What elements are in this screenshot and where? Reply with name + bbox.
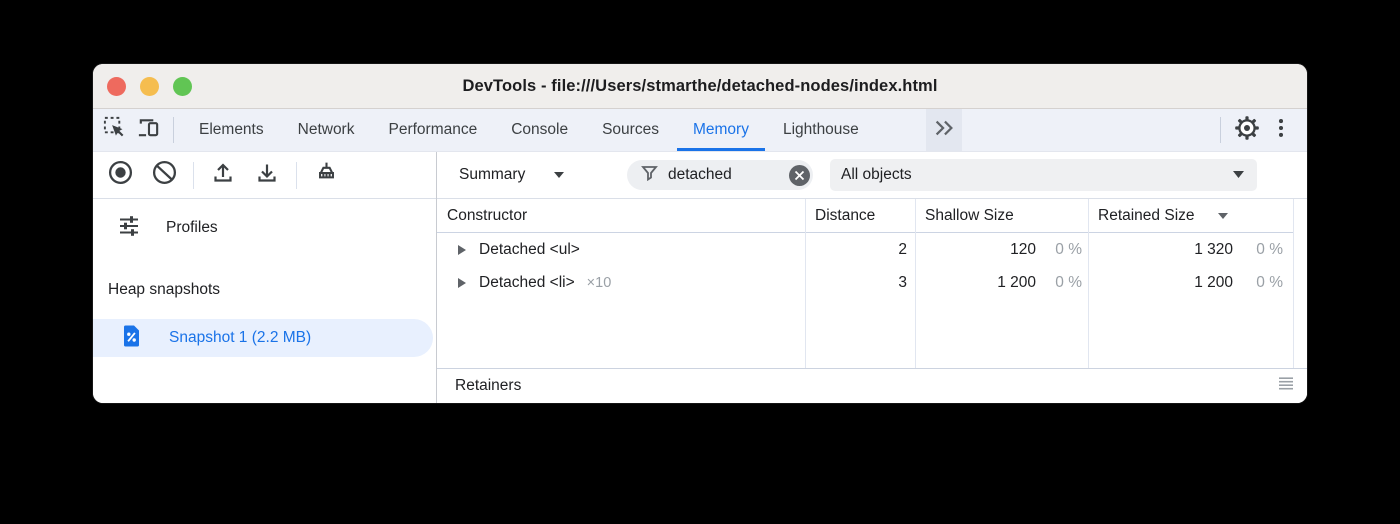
title-bar: DevTools - file:///Users/stmarthe/detach…	[93, 64, 1307, 109]
retained-size-percent: 0 %	[1256, 273, 1283, 291]
column-resizer[interactable]	[1088, 199, 1089, 368]
window-title: DevTools - file:///Users/stmarthe/detach…	[462, 76, 938, 95]
distance-value: 3	[898, 273, 907, 291]
toolbar-divider	[173, 117, 174, 143]
grid-header-row: Constructor Distance Shallow Size Retain…	[437, 199, 1293, 233]
tab-lighthouse[interactable]: Lighthouse	[782, 121, 859, 138]
tune-sliders-icon	[118, 215, 140, 242]
devtools-menu-button[interactable]	[1265, 109, 1297, 151]
heap-snapshots-section-title: Heap snapshots	[108, 281, 221, 298]
constructor-name: Detached <li>	[479, 273, 575, 291]
devtools-window: DevTools - file:///Users/stmarthe/detach…	[93, 64, 1307, 403]
tab-network[interactable]: Network	[297, 121, 355, 138]
perspective-select[interactable]: Summary	[459, 152, 565, 198]
traffic-lights	[107, 77, 192, 96]
tabbar-spacer	[962, 109, 1212, 151]
close-window-button[interactable]	[107, 77, 126, 96]
tab-elements[interactable]: Elements	[199, 121, 264, 138]
profiles-toolbar	[93, 152, 436, 199]
sort-descending-icon	[1217, 212, 1229, 220]
shallow-size-percent: 0 %	[1055, 240, 1082, 258]
delete-profile-broom-icon	[313, 159, 340, 191]
sidebar-main-divider[interactable]	[436, 152, 437, 403]
row-disclosure-triangle-icon[interactable]	[457, 244, 467, 256]
retained-size-value: 1 320	[1194, 240, 1233, 258]
clear-all-profiles-button[interactable]	[149, 160, 179, 190]
save-profile-button[interactable]	[252, 160, 282, 190]
sidebar-item-profiles[interactable]: Profiles	[93, 210, 436, 246]
grid-right-border	[1293, 199, 1294, 368]
record-heap-snapshot-button[interactable]	[105, 160, 135, 190]
filter-value: detached	[668, 166, 732, 183]
save-profile-icon	[254, 160, 280, 191]
filter-funnel-icon	[641, 164, 658, 186]
settings-button[interactable]	[1229, 109, 1265, 151]
column-resizer[interactable]	[805, 199, 806, 368]
object-types-select[interactable]: All objects	[830, 159, 1257, 191]
heap-snapshot-grid: Constructor Distance Shallow Size Retain…	[437, 199, 1307, 368]
devtools-tab-bar: Elements Network Performance Console Sou…	[93, 109, 1307, 152]
memory-sidebar: Profiles Heap snapshots Snapshot 1 (2.2 …	[93, 152, 436, 403]
instance-count: ×10	[586, 274, 612, 291]
heap-snapshot-toolbar: Summary detached All objects	[437, 152, 1307, 199]
devtools-body: Profiles Heap snapshots Snapshot 1 (2.2 …	[93, 152, 1307, 403]
device-toolbar-icon	[136, 115, 161, 145]
shallow-size-value: 1 200	[997, 273, 1036, 291]
sidebar-item-snapshot-1[interactable]: Snapshot 1 (2.2 MB)	[93, 319, 433, 357]
column-header-distance[interactable]: Distance	[815, 206, 876, 224]
retained-size-percent: 0 %	[1256, 240, 1283, 258]
toggle-device-toolbar-button[interactable]	[131, 109, 165, 151]
tab-sources[interactable]: Sources	[602, 121, 659, 138]
load-profile-icon	[210, 160, 236, 191]
grid-row-detached-li[interactable]: Detached <li> ×10 3 1 200 0 % 1 200 0 %	[437, 266, 1307, 299]
tab-console[interactable]: Console	[511, 121, 569, 138]
tab-memory[interactable]: Memory	[676, 109, 766, 151]
column-header-constructor[interactable]: Constructor	[447, 206, 528, 224]
column-resizer[interactable]	[915, 199, 916, 368]
toolbar-divider	[296, 161, 297, 189]
more-tabs-chevrons-icon	[932, 116, 956, 145]
class-filter-input[interactable]: detached	[627, 160, 813, 190]
column-header-shallow-size[interactable]: Shallow Size	[925, 206, 1014, 224]
toolbar-divider	[1220, 117, 1221, 143]
profiles-label: Profiles	[166, 219, 218, 236]
chevron-down-icon	[1232, 166, 1245, 184]
constructor-name: Detached <ul>	[479, 240, 580, 258]
delete-profile-button[interactable]	[311, 160, 341, 190]
settings-gear-icon	[1234, 115, 1260, 146]
grid-row-detached-ul[interactable]: Detached <ul> 2 120 0 % 1 320 0 %	[437, 233, 1307, 266]
row-disclosure-triangle-icon[interactable]	[457, 277, 467, 289]
chevron-down-icon	[553, 171, 565, 179]
more-tabs-button[interactable]	[925, 109, 962, 151]
retained-size-value: 1 200	[1194, 273, 1233, 291]
zoom-window-button[interactable]	[173, 77, 192, 96]
snapshot-document-icon	[121, 324, 142, 353]
heap-snapshot-panel: Summary detached All objects	[437, 152, 1307, 403]
retainers-title: Retainers	[455, 377, 522, 394]
clear-filter-button[interactable]	[789, 164, 810, 186]
record-heap-snapshot-icon	[107, 159, 134, 191]
retainers-section-header: Retainers	[437, 368, 1307, 403]
retainers-menu-icon[interactable]	[1277, 376, 1295, 396]
toolbar-divider	[193, 161, 194, 189]
clear-profiles-icon	[151, 159, 178, 191]
load-profile-button[interactable]	[208, 160, 238, 190]
shallow-size-value: 120	[1010, 240, 1036, 258]
snapshot-label: Snapshot 1 (2.2 MB)	[169, 329, 312, 346]
inspect-element-button[interactable]	[97, 109, 131, 151]
tab-performance[interactable]: Performance	[388, 121, 478, 138]
column-header-retained-size[interactable]: Retained Size	[1088, 199, 1293, 232]
inspect-icon	[102, 115, 127, 145]
shallow-size-percent: 0 %	[1055, 273, 1082, 291]
minimize-window-button[interactable]	[140, 77, 159, 96]
distance-value: 2	[898, 240, 907, 258]
kebab-menu-icon	[1269, 116, 1293, 145]
